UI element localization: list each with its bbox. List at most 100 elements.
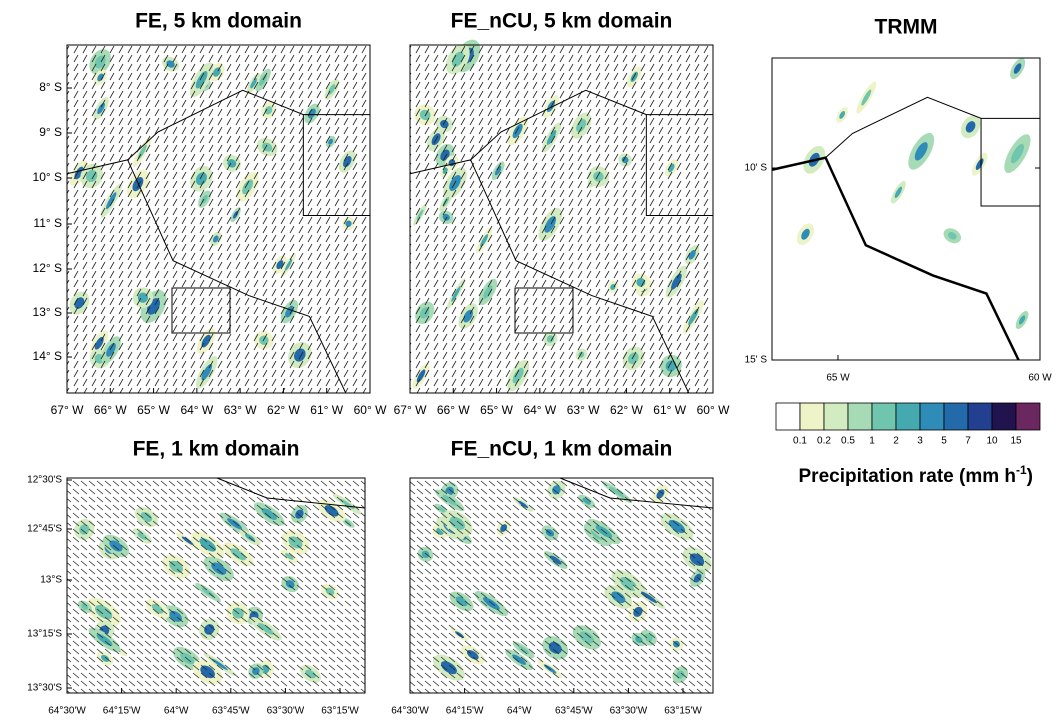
border [645,114,713,217]
x-tick-label: 60 W [1028,373,1052,384]
x-tick-label: 64° W [180,403,213,417]
x-tick-label: 65 W [826,373,850,384]
colorbar-box [823,402,849,431]
x-tick-label: 63°45'W [212,706,250,717]
x-tick-label: 67° W [394,403,427,417]
x-tick-label: 65° W [480,403,513,417]
precip-core [965,121,976,133]
colorbar-tick-label: 7 [965,436,971,447]
x-tick-label: 64°15'W [446,706,484,717]
x-tick-label: 60° W [697,403,730,417]
precip-core [1018,315,1026,325]
panel-title: TRMM [875,16,938,39]
x-tick-label: 63°30'W [610,706,648,717]
y-tick-label: 13°S [40,575,62,586]
colorbar-box [895,402,921,431]
wind-barbs [410,478,713,693]
x-tick-label: 63° W [567,403,600,417]
y-tick-label: 8° S [39,80,62,94]
x-tick-label: 62° W [610,403,643,417]
map-frame [409,44,714,394]
panel-title: FE_nCU, 1 km domain [451,438,673,461]
x-tick-label: 61° W [653,403,686,417]
colorbar-tick-label: 0.2 [817,436,831,447]
y-tick-label: 12° S [33,261,62,275]
colorbar-tick-label: 0.5 [841,436,855,447]
precip-core [1013,63,1022,74]
x-tick-label: 61° W [310,403,343,417]
y-tick-label: 13°15'S [27,629,62,640]
label-main: Precipitation rate (mm h [799,466,1017,487]
y-tick-label: 13° S [33,305,62,319]
y-tick-label: 9° S [39,125,62,139]
y-tick-label: 11° S [33,216,62,230]
border [302,114,370,217]
precip-core [975,158,984,170]
x-tick-label: 65° W [137,403,170,417]
y-tick-label: 10° S [33,170,62,184]
inner-domain [514,287,574,334]
panel-title: FE, 1 km domain [133,438,300,461]
colorbar-tick-label: 15 [1010,436,1022,447]
y-tick-label: 12°45'S [27,524,62,535]
inner-domain [171,287,231,334]
precip-core [914,142,928,161]
precip-core [801,228,810,240]
colorbar-tick-label: 2 [893,436,899,447]
colorbar-box [967,402,993,431]
colorbar-box [919,402,945,431]
x-tick-label: 63°15'W [664,706,702,717]
colorbar-label: Precipitation rate (mm h-1) [799,463,1034,487]
map-frame [66,44,371,394]
x-tick-label: 64°30'W [48,706,86,717]
x-tick-label: 63°45'W [555,706,593,717]
border [980,118,1040,207]
precip-core [947,232,957,240]
y-tick-label: 10' S [745,163,768,174]
y-tick-label: 12°30'S [27,475,62,486]
y-tick-label: 15' S [745,355,768,366]
x-tick-label: 63° W [224,403,257,417]
colorbar-tick-label: 1 [869,436,875,447]
x-tick-label: 63°15'W [321,706,359,717]
precip-core [1010,143,1024,164]
wind-barbs [67,478,365,693]
border [470,89,713,161]
colorbar-tick-label: 5 [941,436,947,447]
colorbar-tick-label: 3 [917,436,923,447]
precip-core [839,110,846,119]
border [127,89,370,161]
colorbar-box [1015,402,1041,431]
map-frame [771,57,1041,361]
border [559,477,714,509]
x-tick-label: 64°15'W [103,706,141,717]
x-tick-label: 63°30'W [267,706,305,717]
x-tick-label: 64°W [164,706,189,717]
colorbar-box [775,402,801,431]
colorbar-box [799,402,825,431]
x-tick-label: 66° W [94,403,127,417]
precip-core [894,186,903,198]
panel-title: FE_nCU, 5 km domain [451,10,673,33]
precip-core [861,89,872,106]
x-tick-label: 64°30'W [391,706,429,717]
x-tick-label: 60° W [354,403,387,417]
panel-title: FE, 5 km domain [135,10,302,33]
colorbar-box [847,402,873,431]
x-tick-label: 66° W [437,403,470,417]
wind-barbs [67,45,370,393]
border [216,477,366,509]
map-background [772,58,1040,360]
border [66,159,347,394]
border [409,159,690,394]
colorbar-tick-label: 10 [986,436,998,447]
map-frame [66,477,366,694]
label-end: ) [1027,466,1033,487]
border [825,96,1040,159]
x-tick-label: 64° W [523,403,556,417]
label-sup: -1 [1016,463,1027,477]
map-frame [409,477,714,694]
colorbar-box [871,402,897,431]
x-tick-label: 62° W [267,403,300,417]
